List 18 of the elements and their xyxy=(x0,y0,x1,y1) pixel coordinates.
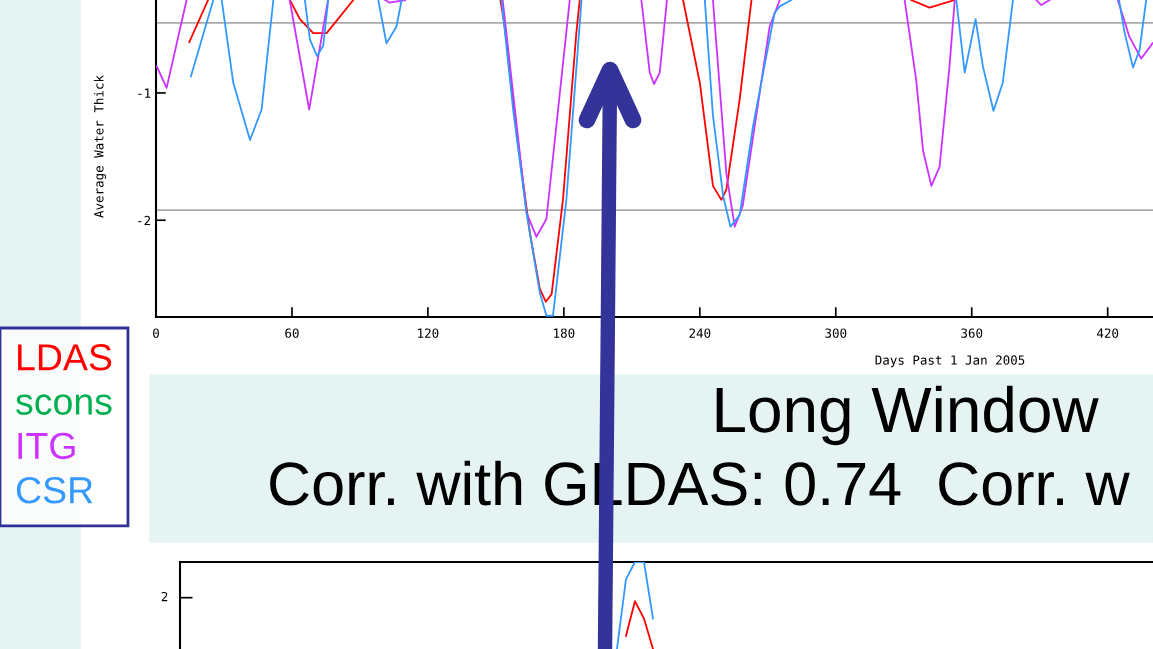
x-tick-label: 120 xyxy=(418,328,439,338)
x-tick-label: 300 xyxy=(825,328,847,338)
y-tick-label: -1 xyxy=(138,88,151,98)
x-tick-label: 0 xyxy=(153,328,159,338)
x-tick-label: 240 xyxy=(689,328,711,338)
text: ITG xyxy=(18,432,75,460)
x-tick-label: 360 xyxy=(961,328,983,338)
x-tick-label: 60 xyxy=(285,328,299,338)
x-axis-title: Days Past 1 Jan 2005 xyxy=(875,355,1025,368)
chart-title: Long Window xyxy=(716,385,1099,446)
y-axis-title: Average Water Thick xyxy=(93,75,107,218)
x-tick-label: 180 xyxy=(554,328,575,338)
x-tick-label: 420 xyxy=(1097,328,1119,338)
y-tick-label: -2 xyxy=(138,215,151,226)
text: LDAS xyxy=(18,343,112,371)
legend-label: scons xyxy=(16,394,112,415)
text: 2 xyxy=(161,591,168,602)
text: CSR xyxy=(16,476,93,504)
